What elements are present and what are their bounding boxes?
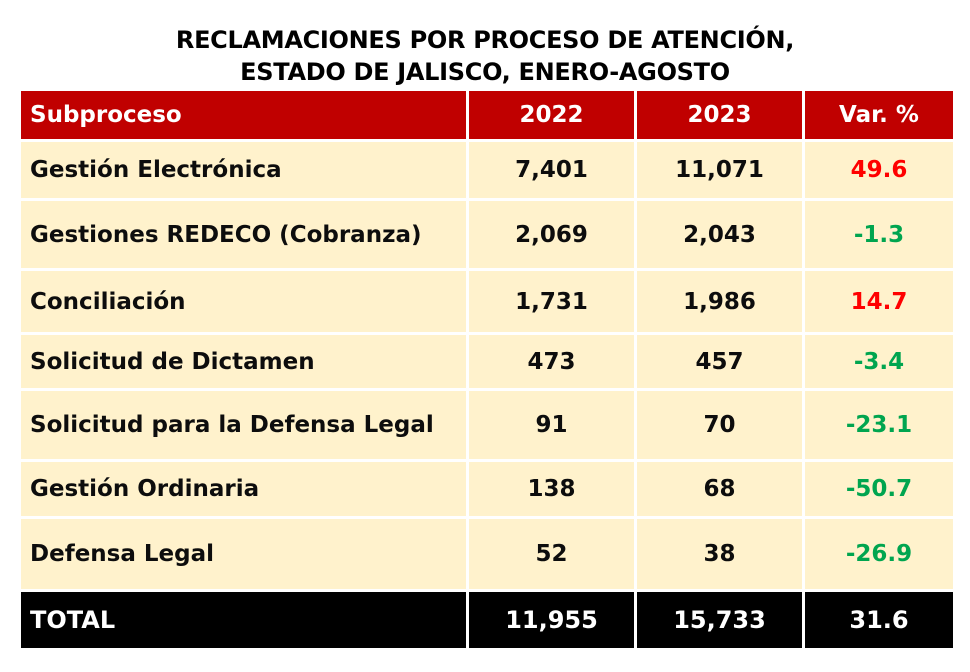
table-row: Gestión Ordinaria 138 68 -50.7 bbox=[21, 462, 953, 516]
cell-var: -50.7 bbox=[805, 462, 953, 516]
cell-subproceso: Solicitud para la Defensa Legal bbox=[21, 391, 466, 459]
total-2022: 11,955 bbox=[469, 592, 634, 648]
table-row: Gestiones REDECO (Cobranza) 2,069 2,043 … bbox=[21, 201, 953, 268]
cell-2022: 2,069 bbox=[469, 201, 634, 268]
cell-subproceso: Solicitud de Dictamen bbox=[21, 335, 466, 388]
cell-2022: 473 bbox=[469, 335, 634, 388]
total-var: 31.6 bbox=[805, 592, 953, 648]
table-row: Defensa Legal 52 38 -26.9 bbox=[21, 519, 953, 589]
total-2023: 15,733 bbox=[637, 592, 802, 648]
cell-2022: 1,731 bbox=[469, 271, 634, 332]
cell-var: -3.4 bbox=[805, 335, 953, 388]
header-subproceso: Subproceso bbox=[21, 91, 466, 139]
cell-2023: 68 bbox=[637, 462, 802, 516]
total-row: TOTAL 11,955 15,733 31.6 bbox=[21, 592, 953, 648]
cell-var: -26.9 bbox=[805, 519, 953, 589]
table-row: Conciliación 1,731 1,986 14.7 bbox=[21, 271, 953, 332]
title-line-1: RECLAMACIONES POR PROCESO DE ATENCIÓN, bbox=[175, 26, 795, 54]
cell-2023: 457 bbox=[637, 335, 802, 388]
header-row: Subproceso 2022 2023 Var. % bbox=[21, 91, 953, 139]
cell-subproceso: Conciliación bbox=[21, 271, 466, 332]
cell-subproceso: Defensa Legal bbox=[21, 519, 466, 589]
cell-subproceso: Gestión Ordinaria bbox=[21, 462, 466, 516]
header-2022: 2022 bbox=[469, 91, 634, 139]
header-var: Var. % bbox=[805, 91, 953, 139]
cell-subproceso: Gestión Electrónica bbox=[21, 142, 466, 198]
claims-table: Subproceso 2022 2023 Var. % Gestión Elec… bbox=[18, 88, 956, 651]
title-line-2: ESTADO DE JALISCO, ENERO-AGOSTO bbox=[240, 58, 730, 86]
table-row: Solicitud para la Defensa Legal 91 70 -2… bbox=[21, 391, 953, 459]
cell-2023: 11,071 bbox=[637, 142, 802, 198]
cell-var: 14.7 bbox=[805, 271, 953, 332]
cell-var: -1.3 bbox=[805, 201, 953, 268]
cell-subproceso: Gestiones REDECO (Cobranza) bbox=[21, 201, 466, 268]
cell-2022: 52 bbox=[469, 519, 634, 589]
cell-var: -23.1 bbox=[805, 391, 953, 459]
header-2023: 2023 bbox=[637, 91, 802, 139]
cell-2022: 91 bbox=[469, 391, 634, 459]
cell-2023: 38 bbox=[637, 519, 802, 589]
cell-2023: 70 bbox=[637, 391, 802, 459]
cell-2022: 138 bbox=[469, 462, 634, 516]
cell-2023: 2,043 bbox=[637, 201, 802, 268]
cell-2022: 7,401 bbox=[469, 142, 634, 198]
table-title: RECLAMACIONES POR PROCESO DE ATENCIÓN, E… bbox=[0, 24, 970, 88]
total-label: TOTAL bbox=[21, 592, 466, 648]
table-row: Solicitud de Dictamen 473 457 -3.4 bbox=[21, 335, 953, 388]
cell-2023: 1,986 bbox=[637, 271, 802, 332]
cell-var: 49.6 bbox=[805, 142, 953, 198]
table-row: Gestión Electrónica 7,401 11,071 49.6 bbox=[21, 142, 953, 198]
